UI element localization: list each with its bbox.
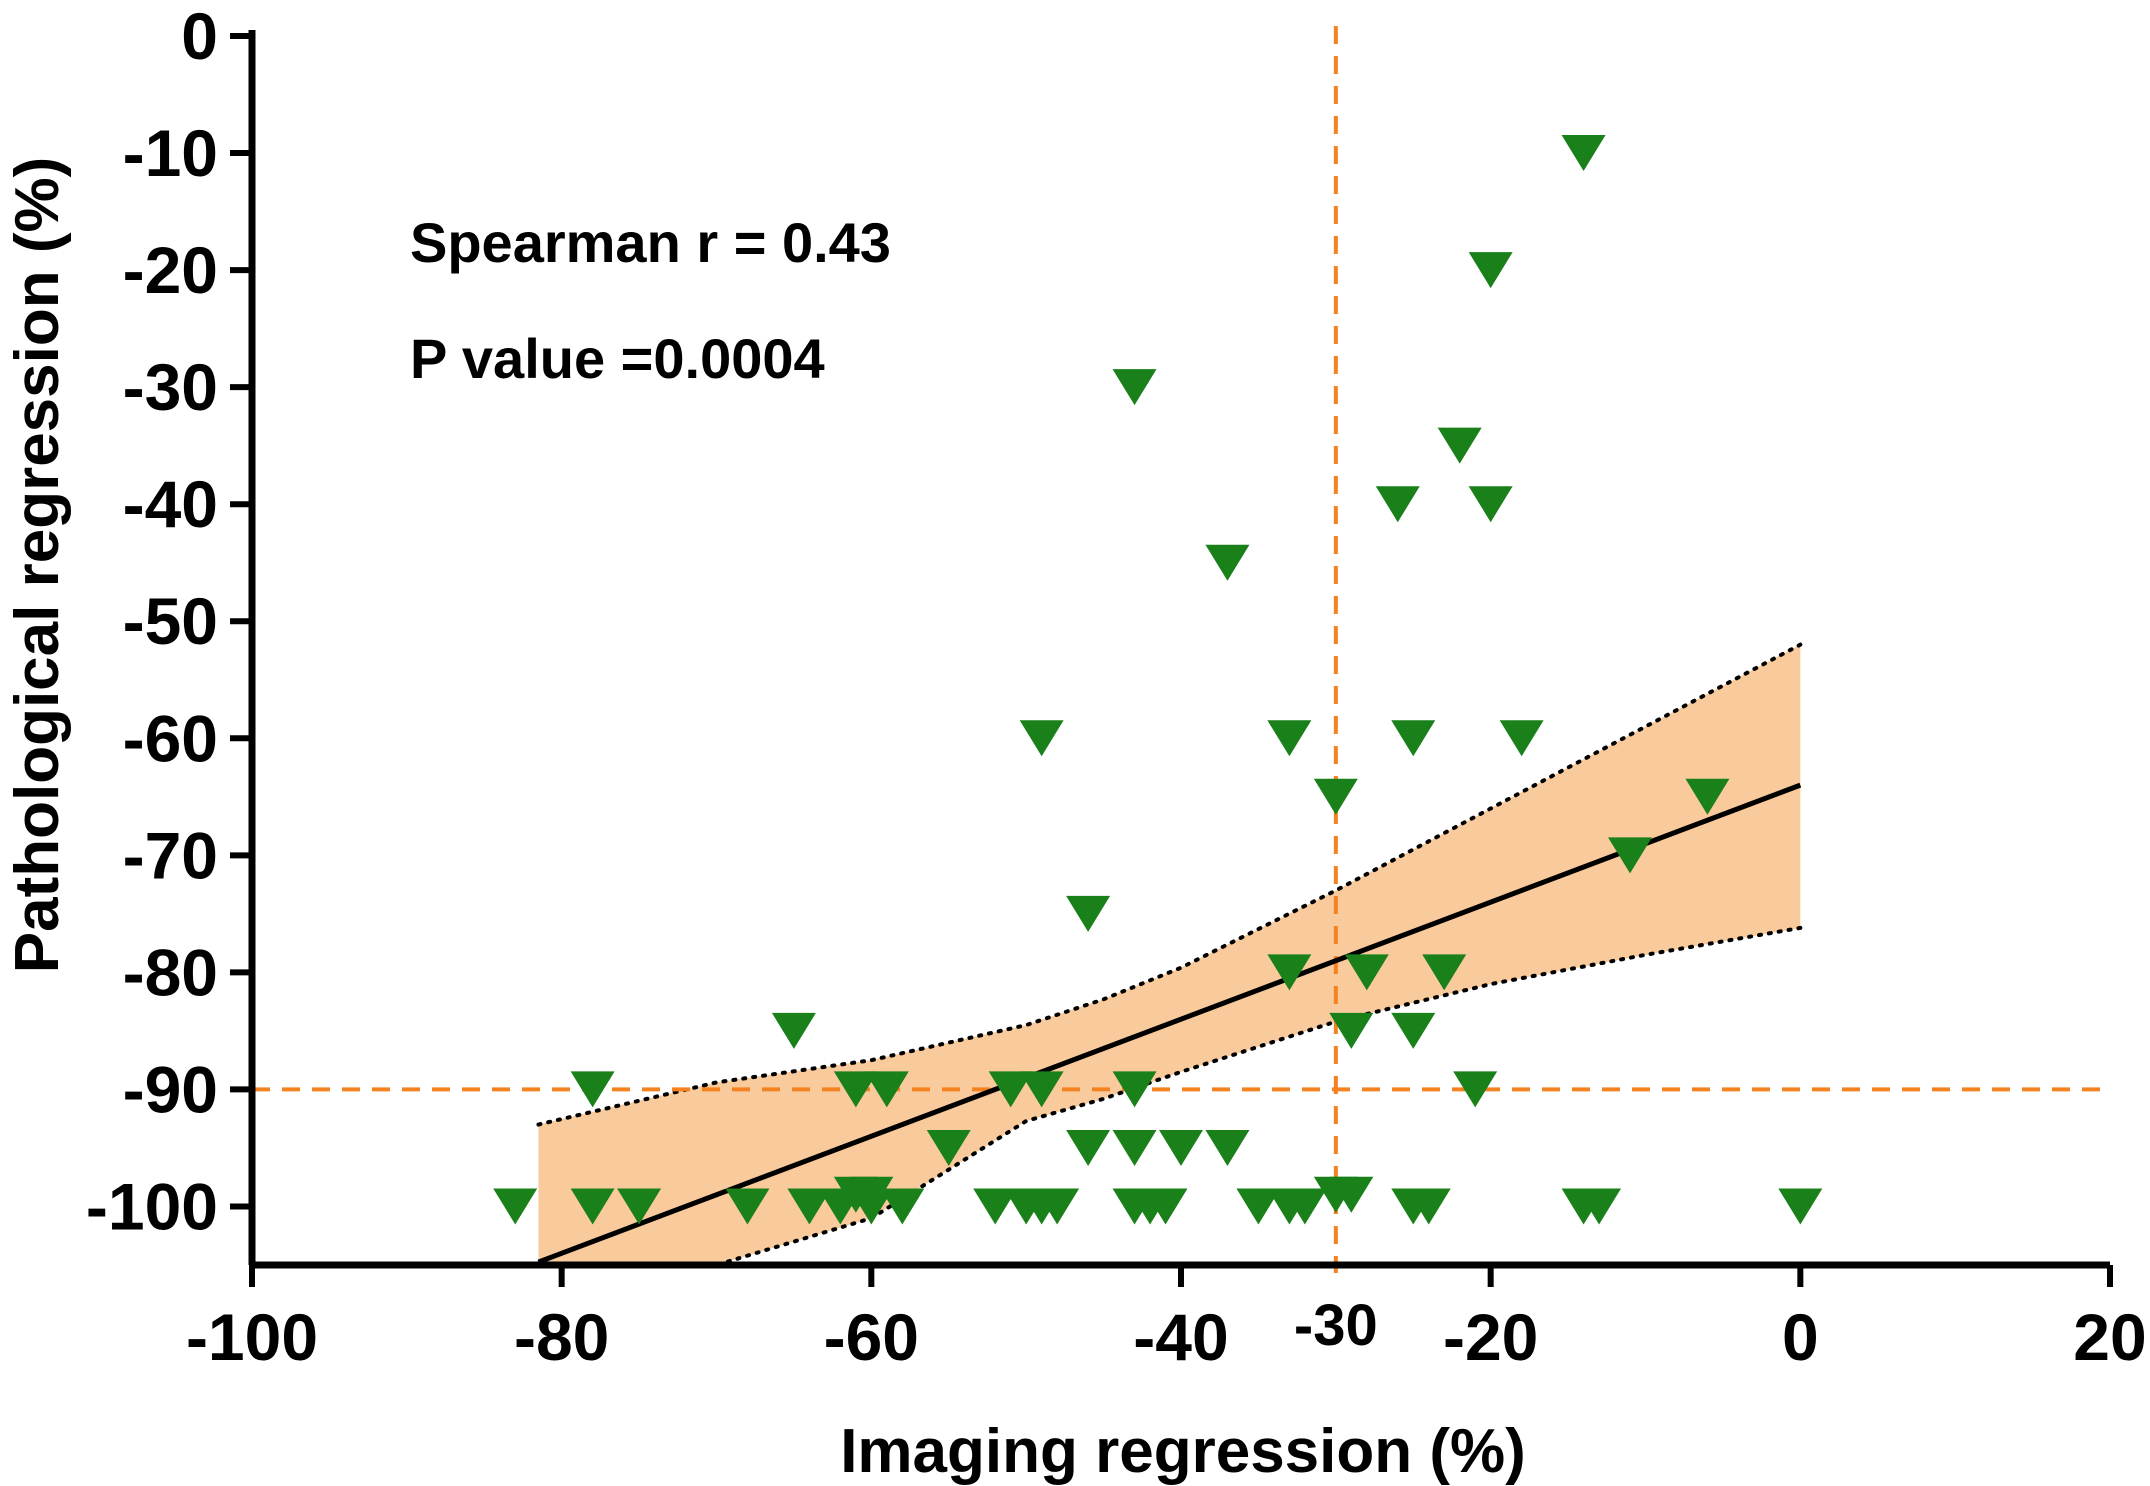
data-point — [493, 1188, 538, 1225]
data-point — [1499, 720, 1544, 757]
data-point — [1406, 1188, 1451, 1225]
annotation-p-value: P value =0.0004 — [410, 327, 825, 390]
data-point — [1267, 720, 1312, 757]
data-point — [1375, 486, 1420, 523]
confidence-upper-line — [536, 642, 1803, 1127]
x-tick-label: 20 — [2073, 1300, 2146, 1374]
data-point — [1561, 135, 1606, 172]
data-point — [1313, 778, 1358, 815]
data-point — [1422, 954, 1467, 991]
reference-line-layer — [252, 26, 2110, 1273]
confidence-lower-line — [536, 925, 1803, 1267]
data-point — [1267, 954, 1312, 991]
y-tick-label: -20 — [123, 233, 218, 307]
y-tick-label: 0 — [181, 0, 218, 73]
data-point — [1391, 1012, 1436, 1049]
data-point — [725, 1188, 770, 1225]
data-point — [1205, 544, 1250, 581]
data-point — [570, 1071, 615, 1108]
data-point — [787, 1188, 832, 1225]
data-point — [926, 1129, 971, 1166]
x-axis-title: Imaging regression (%) — [840, 1417, 1526, 1486]
data-point — [988, 1071, 1033, 1108]
data-point — [1112, 1129, 1157, 1166]
data-point — [880, 1188, 925, 1225]
data-point — [1019, 1071, 1064, 1108]
y-tick-label: -30 — [123, 350, 218, 424]
y-tick-label: -100 — [86, 1169, 218, 1243]
data-point — [1066, 895, 1111, 932]
data-point — [1391, 720, 1436, 757]
data-point — [1236, 1188, 1281, 1225]
data-point — [1685, 778, 1730, 815]
y-tick-label: -90 — [123, 1052, 218, 1126]
x-tick-label: -40 — [1133, 1300, 1228, 1374]
data-point — [1035, 1188, 1080, 1225]
data-point — [1437, 427, 1482, 464]
data-point — [1577, 1188, 1622, 1225]
x-tick-label-reference: -30 — [1294, 1293, 1378, 1358]
data-point — [833, 1071, 878, 1108]
y-tick-label: -70 — [123, 818, 218, 892]
confidence-band-layer — [536, 642, 1803, 1267]
y-tick-label: -60 — [123, 701, 218, 775]
confidence-band — [538, 644, 1801, 1265]
data-point — [1143, 1188, 1188, 1225]
y-tick-label: -50 — [123, 584, 218, 658]
data-point — [617, 1188, 662, 1225]
x-tick-label: -80 — [514, 1300, 609, 1374]
data-point — [1205, 1129, 1250, 1166]
data-points — [493, 135, 1823, 1225]
y-tick-label: -40 — [123, 467, 218, 541]
data-point — [1778, 1188, 1823, 1225]
y-axis-title: Pathological regression (%) — [3, 157, 72, 974]
data-point — [1608, 837, 1653, 874]
data-point — [1066, 1129, 1111, 1166]
data-point — [864, 1071, 909, 1108]
data-point — [1282, 1188, 1327, 1225]
data-point — [973, 1188, 1018, 1225]
x-tick-label: -100 — [186, 1300, 318, 1374]
data-point — [1468, 252, 1513, 289]
data-point — [849, 1188, 894, 1225]
y-tick-label: -10 — [123, 116, 218, 190]
regression-line-layer — [537, 782, 1802, 1265]
data-point — [1329, 1012, 1374, 1049]
axes: -100 -80 -60 -40 -20 0 20 -30 0 -10 -20 -30 -40 -50 -6… — [86, 0, 2147, 1374]
x-tick-label: -20 — [1443, 1300, 1538, 1374]
data-point — [1019, 720, 1064, 757]
data-point — [771, 1012, 816, 1049]
data-point — [1453, 1071, 1498, 1108]
regression-line — [537, 782, 1802, 1265]
data-point — [1468, 486, 1513, 523]
y-tick-label: -80 — [123, 935, 218, 1009]
data-point — [1329, 1176, 1374, 1213]
x-tick-label: -60 — [824, 1300, 919, 1374]
data-point — [1344, 954, 1389, 991]
data-point — [1112, 1071, 1157, 1108]
labels: Spearman r = 0.43 P value =0.0004 Imagin… — [3, 157, 1526, 1486]
annotation-spearman: Spearman r = 0.43 — [410, 211, 891, 274]
data-point — [570, 1188, 615, 1225]
x-tick-label: 0 — [1782, 1300, 1819, 1374]
data-point — [1112, 369, 1157, 406]
data-point — [1159, 1129, 1203, 1166]
